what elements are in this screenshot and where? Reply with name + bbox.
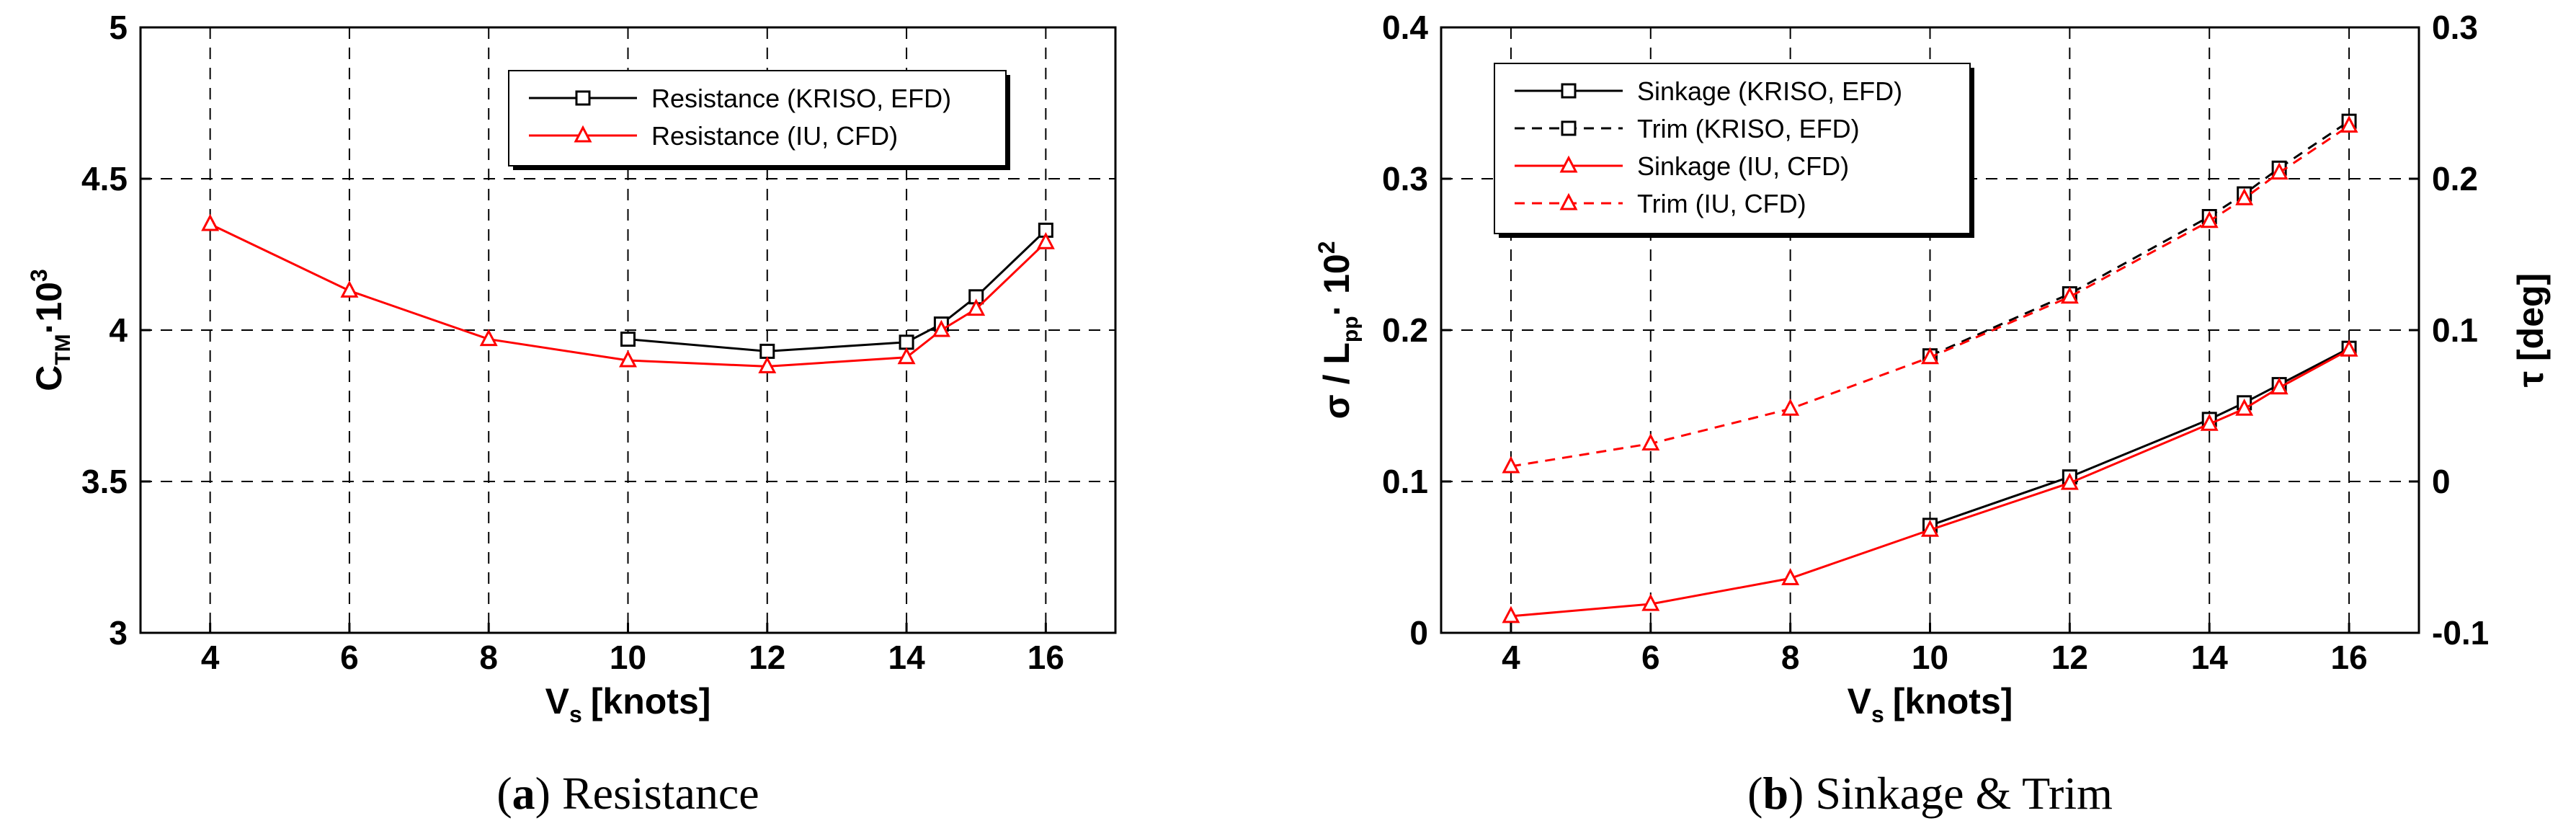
chart-b-data-point [2200, 413, 2219, 431]
chart-b-legend-label: Sinkage (IU, CFD) [1637, 151, 1849, 181]
chart-b-legend-marker [1559, 155, 1578, 173]
chart-b-x-tick-label: 8 [1781, 639, 1800, 676]
chart-a-x-axis-label: Vs [knots] [545, 681, 711, 727]
chart-b-series-line-1 [1929, 120, 2350, 358]
chart-a-x-tick-label: 4 [201, 639, 220, 676]
chart-b-right-y-axis-label: τ [deg] [2510, 273, 2551, 387]
chart-a-data-point [967, 298, 986, 316]
chart-b-series-line-3 [1510, 125, 2350, 468]
chart-b-right-y-tick-label: 0 [2432, 463, 2451, 500]
chart-b-x-tick-label: 6 [1641, 639, 1660, 676]
chart-b-y-tick-label: 0.1 [1382, 463, 1428, 500]
chart-b-data-point [2340, 339, 2358, 357]
chart-a-y-axis-label: CTM·103 [26, 269, 75, 391]
chart-b-data-point [2200, 210, 2219, 228]
chart-a-legend-label: Resistance (IU, CFD) [651, 121, 898, 151]
chart-b-right-y-tick-label: 0.3 [2432, 9, 2478, 46]
chart-b-data-point [2235, 188, 2254, 205]
chart-panel-resistance: 4 6 8 10 12 14 16 3 3.5 4 4.5 5 Vs [knots] CTM·103 R… [26, 9, 1117, 819]
chart-b-x-tick-label: 4 [1502, 639, 1520, 676]
chart-a-data-point [619, 350, 637, 368]
chart-b-legend-marker [1559, 192, 1578, 210]
chart-b-series [1502, 113, 2358, 623]
chart-a-x-tick-label: 10 [610, 639, 646, 676]
chart-b-series-line-0 [1930, 347, 2350, 527]
chart-a-legend-box [508, 70, 1007, 166]
chart-b-data-point [1781, 568, 1800, 585]
chart-b-data-point [2270, 162, 2288, 180]
chart-b-data-point [1502, 456, 1520, 474]
chart-b-right-y-tick-label: 0.1 [2432, 311, 2478, 349]
chart-b-x-axis-label: Vs [knots] [1848, 681, 2013, 727]
chart-a-data-point [340, 280, 359, 298]
chart-a-y-tick-label: 5 [109, 9, 128, 46]
chart-a-data-point [759, 343, 775, 359]
chart-b-data-point [2060, 286, 2079, 304]
chart-a-y-tick-label: 3.5 [81, 463, 128, 500]
chart-a-ticks: 4 6 8 10 12 14 16 3 3.5 4 4.5 5 [81, 9, 1064, 676]
chart-b-data-point [1781, 398, 1800, 416]
chart-a-data-point [899, 334, 914, 350]
chart-a-series [201, 213, 1055, 373]
chart-b-legend-label: Sinkage (KRISO, EFD) [1637, 76, 1902, 106]
chart-b-y-tick-label: 0 [1409, 614, 1428, 652]
chart-b-legend-marker [1561, 83, 1577, 99]
chart-b-data-point [1921, 347, 1939, 365]
chart-b-left-y-axis-label: σ / Lpp· 102 [1314, 241, 1363, 419]
chart-b-legend-marker [1561, 120, 1577, 136]
chart-a-legend-marker [575, 90, 591, 106]
chart-a-data-point [479, 329, 498, 347]
chart-b-x-tick-label: 12 [2051, 639, 2088, 676]
chart-a-x-tick-label: 12 [749, 639, 785, 676]
chart-b-data-point [1641, 433, 1660, 450]
chart-b-ticks: 4 6 8 10 12 14 16 0 0.1 0.2 0.3 0.4 -0.1 0 0.1 0.2 0.3 [1382, 9, 2489, 676]
chart-a-y-tick-label: 3 [109, 614, 128, 652]
chart-b-y-tick-label: 0.4 [1382, 9, 1428, 46]
chart-b-y-tick-label: 0.3 [1382, 160, 1428, 197]
chart-b-data-point [1921, 519, 1939, 537]
chart-b-data-point [2340, 115, 2358, 133]
chart-b-caption: (b) Sinkage & Trim [1747, 768, 2113, 819]
chart-a-data-point [897, 347, 916, 365]
chart-a-series-line-0 [628, 229, 1047, 352]
chart-a-caption: (a) Resistance [496, 768, 759, 819]
chart-b-data-point [2235, 398, 2254, 416]
chart-a-legend-label: Resistance (KRISO, EFD) [651, 84, 951, 113]
chart-a-data-point [201, 213, 220, 231]
chart-b-legend: Sinkage (KRISO, EFD) Trim (KRISO, EFD) Sin… [1494, 63, 1974, 238]
chart-b-x-tick-label: 14 [2191, 639, 2229, 676]
chart-b-data-point [1502, 605, 1520, 623]
chart-a-data-point [758, 356, 777, 373]
chart-a-x-tick-label: 6 [340, 639, 359, 676]
chart-a-x-tick-label: 14 [888, 639, 925, 676]
chart-a-y-tick-label: 4.5 [81, 160, 128, 197]
chart-a-data-point [932, 319, 950, 337]
chart-a-data-point [1036, 231, 1055, 249]
chart-a-y-tick-label: 4 [109, 311, 128, 349]
chart-b-right-y-tick-label: 0.2 [2432, 160, 2478, 197]
chart-b-data-point [2270, 377, 2288, 395]
chart-b-data-point [1641, 593, 1660, 611]
chart-a-x-tick-label: 16 [1028, 639, 1064, 676]
chart-b-legend-label: Trim (IU, CFD) [1637, 189, 1806, 218]
chart-a-x-tick-label: 8 [479, 639, 498, 676]
chart-a-data-point [620, 332, 636, 347]
chart-b-data-point [2060, 472, 2079, 490]
chart-panel-sinkage-trim: 4 6 8 10 12 14 16 0 0.1 0.2 0.3 0.4 -0.1 0 0.1 0.2 0.3 V… [1314, 9, 2551, 819]
chart-b-right-y-tick-label: -0.1 [2432, 614, 2489, 652]
chart-b-x-tick-label: 16 [2330, 639, 2367, 676]
chart-b-y-tick-label: 0.2 [1382, 311, 1428, 349]
chart-a-legend-marker [574, 125, 592, 143]
chart-a-legend: Resistance (KRISO, EFD) Resistance (IU, C… [508, 70, 1010, 170]
chart-b-legend-label: Trim (KRISO, EFD) [1637, 114, 1860, 143]
chart-b-x-tick-label: 10 [1912, 639, 1948, 676]
